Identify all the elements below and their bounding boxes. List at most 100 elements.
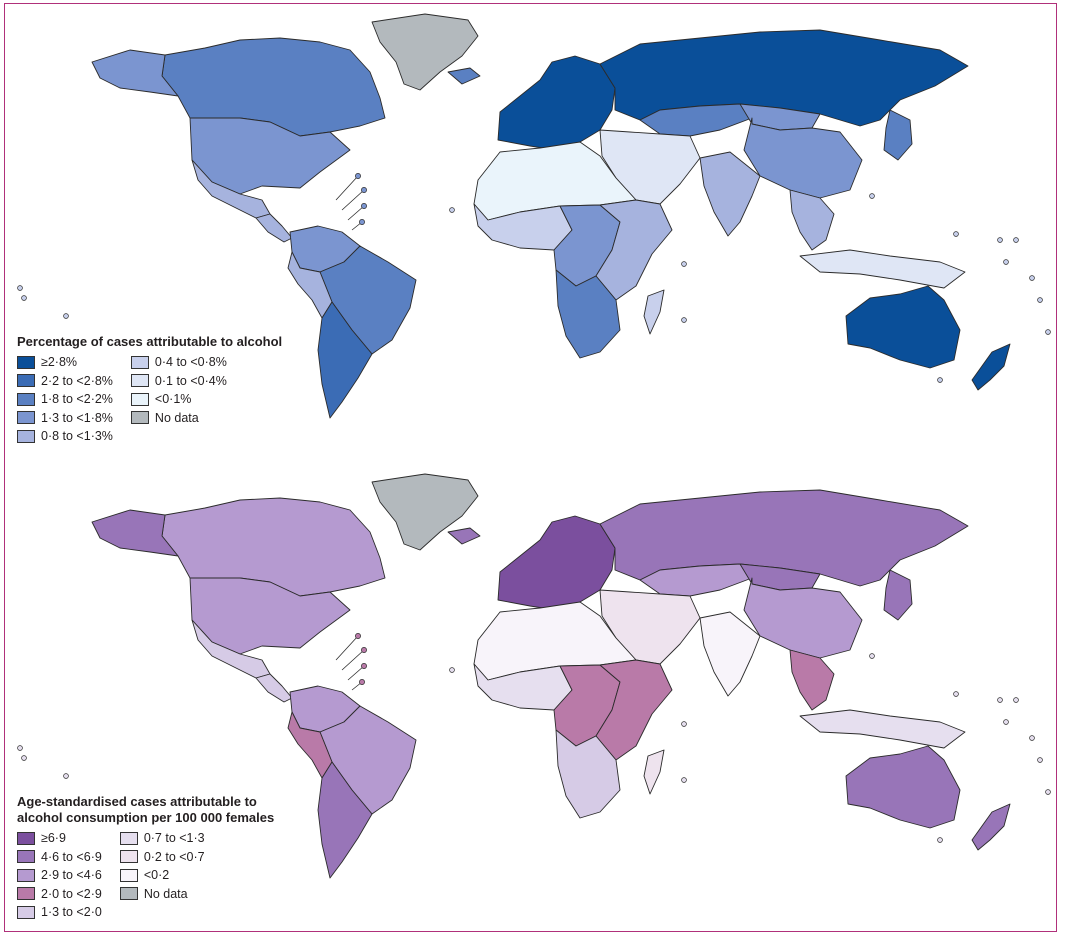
legend-item: 0·2 to <0·7 <box>119 848 205 867</box>
island-marker <box>681 317 687 323</box>
region-alaska <box>91 49 179 97</box>
island-marker <box>1037 757 1043 763</box>
legend-item: 2·9 to <4·6 <box>17 866 102 885</box>
legend-title-line: Age-standardised cases attributable to <box>17 794 257 809</box>
island-marker <box>1029 735 1035 741</box>
island-marker <box>953 231 959 237</box>
legend-item: 1·8 to <2·2% <box>17 390 113 409</box>
legend-label: 0·1 to <0·4% <box>154 373 227 388</box>
region-middle-east <box>599 589 701 665</box>
legend-label: 0·4 to <0·8% <box>154 355 227 370</box>
island-marker <box>869 193 875 199</box>
legend-item: 0·4 to <0·8% <box>130 353 227 372</box>
island-marker <box>937 837 943 843</box>
legend-label: 2·9 to <4·6 <box>41 868 102 883</box>
legend-item: 0·7 to <1·3 <box>119 829 205 848</box>
island-marker <box>21 295 27 301</box>
island-marker <box>937 377 943 383</box>
island-marker <box>953 691 959 697</box>
legend-label: 0·8 to <1·3% <box>41 429 113 444</box>
legend-age-standardised: Age-standardised cases attributable to a… <box>17 794 274 922</box>
region-india <box>699 151 761 237</box>
legend-label: 0·2 to <0·7 <box>143 849 205 864</box>
region-australia <box>845 285 961 369</box>
region-madagascar <box>643 289 665 335</box>
region-argentina <box>317 301 373 419</box>
region-australia <box>845 745 961 829</box>
legend-item: 4·6 to <6·9 <box>17 848 102 867</box>
legend-swatch <box>130 355 149 369</box>
region-central-america <box>255 673 293 703</box>
island-marker <box>997 237 1003 243</box>
legend-swatch <box>130 374 149 388</box>
island-marker <box>361 647 367 653</box>
island-marker <box>1029 275 1035 281</box>
legend-item: 0·1 to <0·4% <box>130 372 227 391</box>
region-southern-africa <box>555 729 621 819</box>
legend-label: 1·3 to <2·0 <box>41 905 102 920</box>
region-greenland <box>371 473 479 551</box>
legend-label: 2·2 to <2·8% <box>41 373 113 388</box>
legend-column-right: 0·7 to <1·3 0·2 to <0·7 <0·2 No data <box>119 829 205 922</box>
island-marker <box>17 745 23 751</box>
legend-swatch <box>119 887 138 901</box>
legend-label: No data <box>154 410 199 425</box>
caribbean-callouts <box>335 633 367 691</box>
island-marker <box>1013 237 1019 243</box>
island-marker <box>17 285 23 291</box>
legend-swatch <box>17 374 35 388</box>
region-southeast-asia <box>789 189 835 251</box>
region-east-africa <box>595 199 673 301</box>
region-europe <box>497 55 616 151</box>
region-china <box>743 117 863 199</box>
island-marker <box>359 679 365 685</box>
island-marker <box>21 755 27 761</box>
region-new-zealand <box>971 343 1011 391</box>
legend-label: <0·1% <box>154 392 192 407</box>
legend-swatch <box>130 392 149 406</box>
legend-title-line: Percentage of cases attributable to alco… <box>17 334 283 349</box>
region-iceland <box>447 67 481 85</box>
island-marker <box>1045 329 1051 335</box>
legend-label: 2·0 to <2·9 <box>41 886 102 901</box>
legend-label: ≥2·8% <box>41 355 78 370</box>
legend-title-line: alcohol consumption per 100 000 females <box>17 810 275 825</box>
legend-swatch <box>17 355 35 369</box>
region-japan <box>883 109 913 161</box>
region-argentina <box>317 761 373 879</box>
legend-item: <0·2 <box>119 866 205 885</box>
region-iceland <box>447 527 481 545</box>
island-marker <box>997 697 1003 703</box>
region-greenland <box>371 13 479 91</box>
legend-item: 1·3 to <2·0 <box>17 903 102 922</box>
island-marker <box>1013 697 1019 703</box>
legend-swatch <box>17 831 35 845</box>
legend-swatch <box>17 411 35 425</box>
region-madagascar <box>643 749 665 795</box>
figure-frame <box>4 3 1057 932</box>
legend-label: No data <box>143 886 188 901</box>
legend-title: Percentage of cases attributable to alco… <box>17 334 282 350</box>
world-map-age-standardised <box>17 473 1051 879</box>
region-east-africa <box>595 659 673 761</box>
legend-swatch <box>17 392 35 406</box>
region-europe <box>497 515 616 611</box>
legend-label: 1·3 to <1·8% <box>41 410 113 425</box>
legend-item: 2·0 to <2·9 <box>17 885 102 904</box>
legend-item: 1·3 to <1·8% <box>17 409 113 428</box>
region-canada <box>161 497 386 597</box>
island-marker <box>681 721 687 727</box>
legend-label: 1·8 to <2·2% <box>41 392 113 407</box>
region-india <box>699 611 761 697</box>
island-marker <box>361 203 367 209</box>
legend-swatch <box>17 868 35 882</box>
legend-label: 4·6 to <6·9 <box>41 849 102 864</box>
island-marker <box>449 207 455 213</box>
world-map-percentage <box>17 13 1051 419</box>
island-marker <box>681 777 687 783</box>
legend-swatch <box>119 868 138 882</box>
island-marker <box>63 773 69 779</box>
callout-line <box>335 175 359 201</box>
legend-swatch <box>17 850 35 864</box>
